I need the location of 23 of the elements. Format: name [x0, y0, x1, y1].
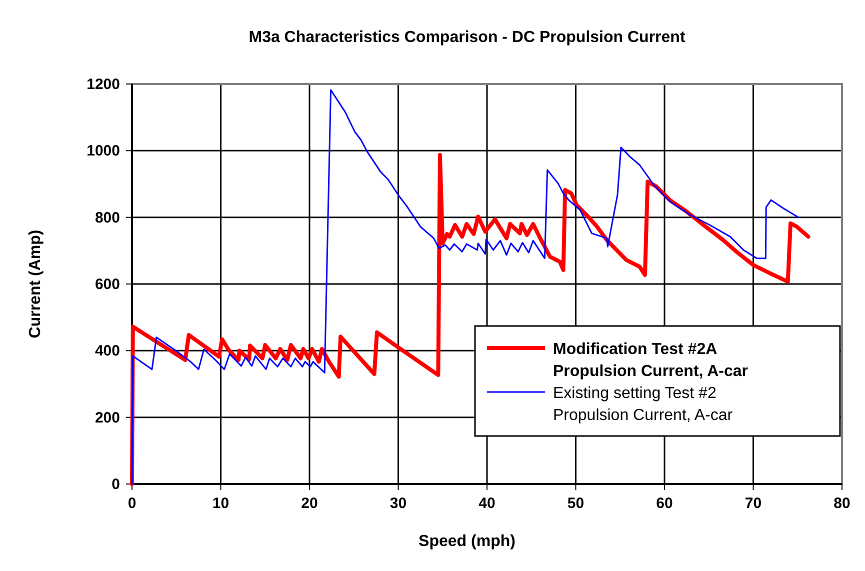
x-tick-label: 60 — [656, 495, 673, 512]
x-tick-label: 50 — [567, 495, 584, 512]
line-series — [130, 153, 810, 486]
x-tick-label: 40 — [478, 495, 496, 512]
x-tick-label: 10 — [212, 495, 230, 512]
y-tick-label: 800 — [94, 209, 120, 226]
chart-title: M3a Characteristics Comparison - DC Propulsion Current — [248, 29, 686, 46]
y-tick-label: 1200 — [86, 76, 120, 93]
x-tick-label: 0 — [128, 495, 136, 512]
legend-label: Existing setting Test #2 Propulsion Current, A-car — [553, 385, 734, 424]
line-series — [131, 89, 800, 485]
y-tick-label: 0 — [112, 476, 120, 493]
x-tick-label: 30 — [390, 495, 407, 512]
y-tick-label: 1000 — [86, 142, 120, 160]
y-tick-label: 200 — [94, 409, 120, 426]
y-tick-label: 600 — [94, 276, 120, 293]
x-axis-title: Speed (mph) — [418, 533, 516, 550]
x-tick-label: 20 — [301, 495, 318, 512]
legend-label: Modification Test #2A Propulsion Current, A-car — [553, 341, 748, 380]
y-axis-title: Current (Amp) — [27, 230, 44, 338]
x-tick-label: 80 — [834, 495, 850, 512]
y-tick-label: 400 — [94, 342, 120, 360]
x-tick-label: 70 — [744, 495, 762, 512]
